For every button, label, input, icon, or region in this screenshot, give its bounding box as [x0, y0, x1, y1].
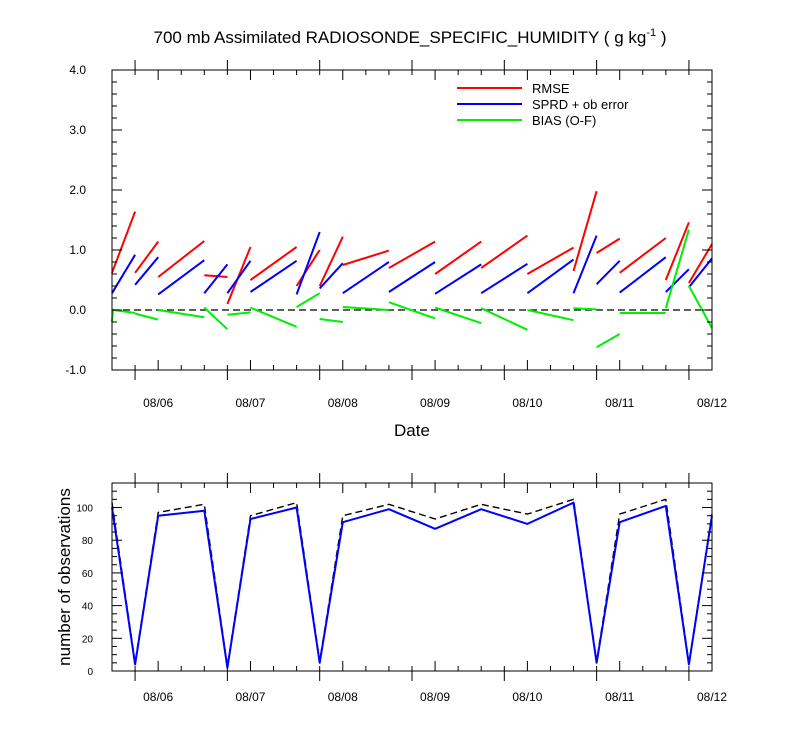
series-sprd-ob-error-segment — [434, 263, 482, 295]
bottom-ticks-group: 0 20 40 60 80 100 08/06 08/07 08/08 08/09 08/10 08/… — [76, 473, 727, 704]
x-tick-label: 08/08 — [328, 396, 358, 410]
series-bias-o-f-segment — [342, 306, 389, 311]
x-tick-label: 08/06 — [143, 396, 173, 410]
series-bias-o-f-segment — [480, 307, 528, 331]
series-rmse-segment — [596, 237, 621, 254]
obs-x-tick-label: 08/10 — [512, 690, 542, 704]
obs-x-tick-label: 08/08 — [328, 690, 358, 704]
obs-y-tick-label: 0 — [87, 667, 93, 678]
series-bias-o-f-segment — [388, 301, 436, 320]
obs-x-tick-label: 08/07 — [235, 690, 265, 704]
y-tick-label: 3.0 — [69, 123, 86, 137]
series-bias-o-f-segment — [319, 318, 343, 323]
series-sprd-ob-error-segment — [157, 259, 205, 296]
obs-series-assimilated — [111, 501, 713, 669]
series-bias-o-f-segment — [664, 229, 690, 309]
obs-y-tick-label: 40 — [82, 602, 94, 613]
series-rmse-segment — [134, 241, 160, 274]
series-rmse-segment — [619, 237, 667, 274]
y-tick-label: 4.0 — [69, 63, 86, 77]
obs-x-tick-label: 08/11 — [605, 690, 634, 704]
series-bias-o-f-segment — [596, 333, 621, 349]
top-panel: -1.0 0.0 1.0 2.0 3.0 4.0 08/06 08/07 08/08 08/09 0… — [65, 60, 727, 440]
series-sprd-ob-error-segment — [318, 262, 344, 290]
series-sprd-ob-error-segment — [134, 256, 159, 286]
series-sprd-ob-error-segment — [295, 231, 321, 295]
series-bias-o-f-segment — [134, 312, 159, 321]
obs-x-tick-label: 08/09 — [420, 690, 450, 704]
obs-y-tick-label: 80 — [82, 536, 94, 547]
y-axis-title-observations: number of observations — [55, 488, 74, 666]
obs-y-tick-label: 20 — [82, 634, 94, 645]
y-tick-label: 1.0 — [69, 243, 86, 257]
legend-label-sprd-ob-error: SPRD + ob error — [532, 97, 629, 112]
series-rmse-segment — [342, 249, 390, 266]
series-rmse-segment — [572, 190, 598, 272]
series-rmse-segment — [204, 274, 228, 278]
series-sprd-ob-error-segment — [480, 262, 528, 295]
chart-title-superscript: -1 — [646, 27, 656, 39]
series-rmse-segment — [249, 246, 298, 281]
series-sprd-ob-error-segment — [595, 260, 621, 285]
obs-y-tick-label: 60 — [82, 569, 94, 580]
obs-y-tick-label: 100 — [76, 504, 93, 515]
series-sprd-ob-error-segment — [111, 254, 136, 294]
series-rmse-segment — [157, 240, 205, 278]
top-plot-frame — [111, 69, 713, 371]
bottom-panel: 0 20 40 60 80 100 08/06 08/07 08/08 08/09 08/10 08/… — [55, 473, 727, 704]
x-tick-label: 08/12 — [697, 396, 727, 410]
x-tick-label: 08/10 — [512, 396, 542, 410]
chart-title-main: 700 mb Assimilated RADIOSONDE_SPECIFIC_H… — [154, 28, 647, 47]
x-tick-label: 08/09 — [420, 396, 450, 410]
x-tick-label: 08/07 — [235, 396, 265, 410]
series-sprd-ob-error-segment — [226, 260, 252, 294]
series-sprd-ob-error-segment — [688, 257, 713, 288]
series-rmse-segment — [664, 222, 690, 281]
x-tick-label: 08/11 — [605, 396, 634, 410]
series-rmse-segment — [295, 249, 321, 287]
series-rmse-segment — [111, 211, 137, 274]
series-bias-o-f-segment — [296, 292, 321, 308]
series-sprd-ob-error-segment — [203, 263, 229, 294]
series-rmse-segment — [388, 240, 436, 269]
obs-x-tick-label: 08/12 — [697, 690, 727, 704]
obs-x-tick-label: 08/06 — [143, 690, 173, 704]
series-bias-o-f-segment — [527, 309, 574, 322]
y-tick-label: 0.0 — [69, 303, 86, 317]
series-sprd-ob-error-segment — [665, 268, 690, 293]
series-sprd-ob-error-segment — [619, 256, 667, 294]
series-bias-o-f-segment — [688, 285, 713, 329]
top-ticks-group: -1.0 0.0 1.0 2.0 3.0 4.0 08/06 08/07 08/08 08/09 0… — [65, 60, 727, 410]
series-rmse-segment — [318, 236, 344, 287]
series-sprd-ob-error-segment — [342, 261, 390, 295]
top-series-group — [111, 190, 713, 349]
chart-title-suffix: ) — [656, 28, 666, 47]
legend-label-bias-o-f: BIAS (O-F) — [532, 113, 596, 128]
series-bias-o-f-segment — [158, 309, 205, 319]
chart-title: 700 mb Assimilated RADIOSONDE_SPECIFIC_H… — [154, 27, 667, 47]
y-tick-label: 2.0 — [69, 183, 86, 197]
series-rmse-segment — [480, 234, 528, 269]
series-bias-o-f-segment — [111, 309, 136, 323]
series-rmse-segment — [526, 246, 574, 275]
series-bias-o-f-segment — [573, 307, 597, 311]
series-bias-o-f-segment — [227, 311, 251, 316]
obs-series-possible — [111, 498, 713, 667]
series-bias-o-f-segment — [203, 306, 229, 330]
series-sprd-ob-error-segment — [526, 258, 575, 295]
series-sprd-ob-error-segment — [572, 235, 598, 294]
bottom-series-group — [111, 498, 713, 669]
series-sprd-ob-error-segment — [388, 261, 436, 293]
series-rmse-segment — [434, 240, 482, 275]
x-axis-title: Date — [394, 421, 430, 440]
legend-label-rmse: RMSE — [532, 81, 570, 96]
series-bias-o-f-segment — [434, 306, 482, 325]
series-sprd-ob-error-segment — [249, 259, 298, 293]
series-bias-o-f-segment — [250, 306, 297, 328]
y-tick-label: -1.0 — [65, 363, 86, 377]
